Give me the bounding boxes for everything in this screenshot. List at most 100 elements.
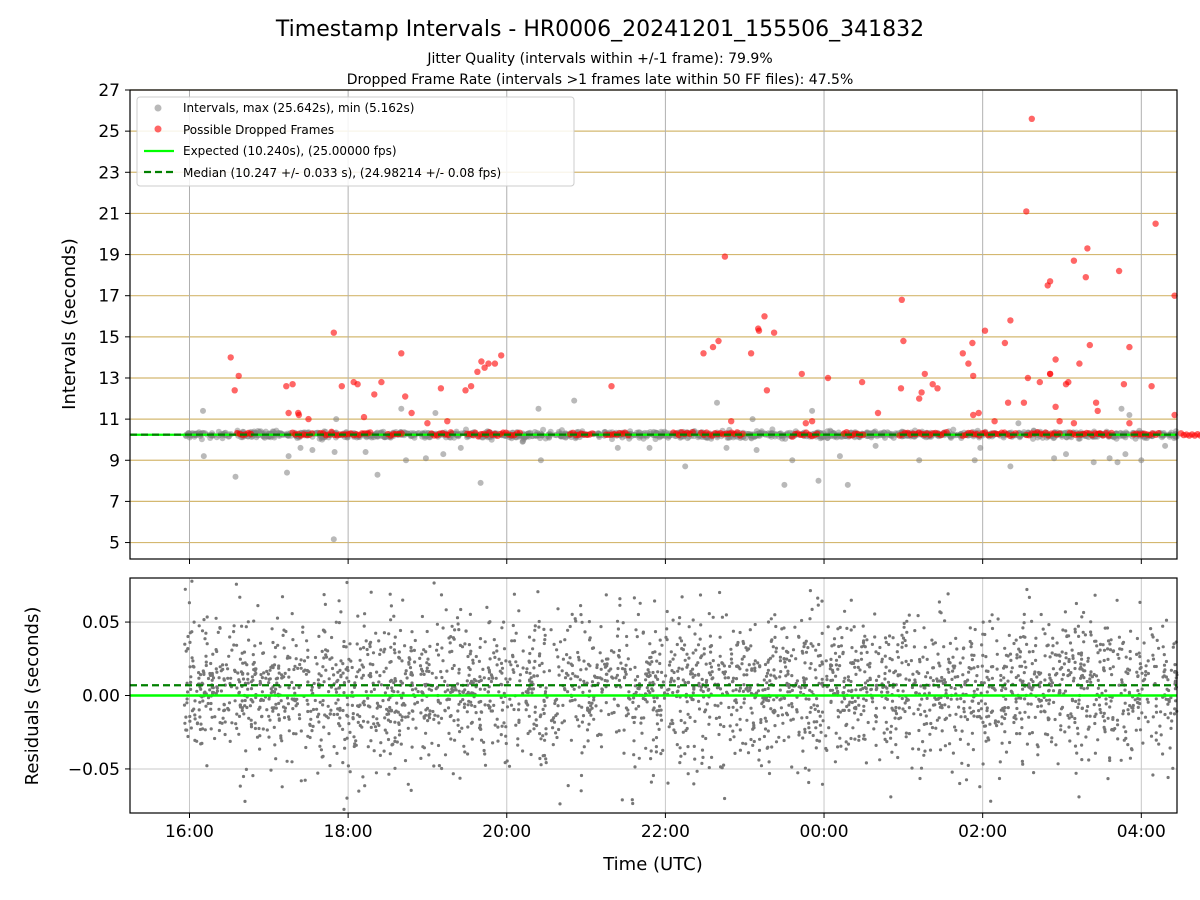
residual-point [943, 717, 947, 722]
residual-point [651, 680, 655, 685]
residual-point [547, 669, 552, 673]
residual-point [371, 681, 375, 685]
residual-point [799, 686, 803, 690]
residual-point [1146, 659, 1150, 663]
residual-point [453, 628, 457, 632]
residual-point [330, 635, 334, 640]
residual-point [342, 807, 346, 812]
dropped-frame-point [1023, 208, 1030, 215]
residual-point [857, 738, 861, 742]
residual-point [240, 699, 244, 703]
residual-point [227, 654, 231, 658]
residual-point [532, 638, 536, 642]
residual-point [393, 677, 397, 681]
residual-point [972, 714, 976, 718]
residual-point [849, 736, 853, 741]
intervals-y-tick-label: 23 [98, 163, 120, 183]
residual-point [1023, 660, 1027, 664]
intervals-y-tick-label: 15 [98, 328, 120, 348]
dropped-frame-point [728, 418, 735, 425]
residual-point [1136, 674, 1140, 678]
residual-point [938, 748, 943, 752]
residual-point [707, 766, 711, 770]
residual-point [774, 624, 778, 629]
residual-point [632, 753, 636, 757]
residual-point [190, 579, 194, 583]
residual-point [497, 690, 501, 694]
residual-point [764, 719, 768, 723]
residual-point [1149, 734, 1154, 738]
residual-point [914, 691, 918, 695]
residual-point [410, 745, 414, 749]
residual-point [757, 758, 761, 762]
residual-point [413, 660, 417, 664]
residual-point [600, 687, 604, 691]
residual-point [507, 764, 512, 768]
residual-point [355, 642, 359, 646]
residual-point [652, 696, 656, 700]
residual-point [190, 630, 194, 634]
residual-point [419, 672, 423, 676]
residual-point [312, 681, 316, 686]
residual-point [1077, 795, 1081, 799]
residual-point [186, 690, 190, 694]
residual-point [1088, 714, 1092, 718]
residual-point [708, 661, 712, 666]
residual-point [316, 678, 320, 682]
interval-point [421, 434, 428, 441]
residual-point [971, 699, 975, 703]
residual-point [575, 718, 580, 722]
residual-point [747, 647, 751, 651]
residual-point [1153, 664, 1157, 669]
residual-point [492, 638, 496, 642]
interval-point [1063, 451, 1069, 458]
residual-point [392, 648, 396, 652]
residual-point [935, 718, 940, 722]
residual-point [552, 642, 556, 647]
residual-point [609, 649, 614, 653]
residual-point [665, 609, 669, 614]
residual-point [1087, 725, 1091, 729]
residual-point [537, 619, 541, 624]
residual-point [968, 706, 972, 710]
residual-point [465, 679, 469, 683]
residual-point [267, 714, 271, 718]
interval-point [440, 451, 447, 458]
residual-point [1098, 660, 1102, 664]
residual-point [482, 740, 486, 744]
residual-point [607, 712, 611, 717]
residual-point [576, 675, 580, 679]
residual-point [654, 750, 659, 754]
residual-point [889, 724, 894, 728]
residual-point [1079, 686, 1083, 690]
residual-point [588, 664, 592, 668]
residual-point [766, 620, 771, 624]
residual-point [759, 718, 763, 722]
residual-point [718, 654, 722, 658]
residual-point [382, 670, 386, 674]
residual-point [817, 642, 821, 647]
residual-point [332, 712, 336, 717]
residual-point [1051, 636, 1055, 640]
residual-point [745, 673, 749, 677]
residual-point [812, 720, 816, 724]
residual-point [647, 670, 651, 675]
residual-point [664, 674, 668, 678]
residual-point [471, 661, 475, 665]
residual-point [197, 671, 201, 675]
residual-point [253, 721, 257, 725]
residual-point [681, 730, 685, 734]
residual-point [528, 729, 532, 733]
residual-point [1013, 714, 1017, 718]
residual-point [292, 732, 296, 736]
residual-point [279, 736, 283, 740]
residual-point [274, 687, 278, 691]
residual-point [803, 661, 807, 665]
residual-point [553, 699, 557, 703]
residual-point [383, 716, 387, 720]
residual-point [371, 715, 375, 719]
residual-point [808, 589, 813, 593]
residual-point [448, 641, 452, 645]
residual-point [246, 672, 250, 676]
residual-point [1036, 753, 1040, 757]
